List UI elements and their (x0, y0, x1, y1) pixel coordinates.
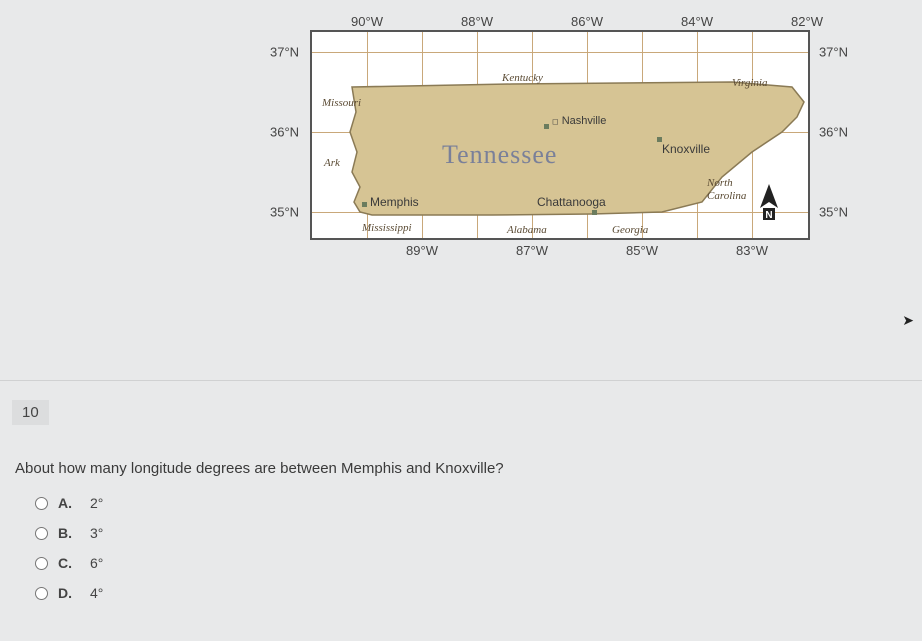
lat-left-0: 37°N (270, 45, 299, 60)
label-kentucky: Kentucky (502, 72, 543, 84)
lon-top-3: 84°W (681, 14, 713, 29)
lon-top-0: 90°W (351, 14, 383, 29)
dot-memphis (362, 202, 367, 207)
dot-nashville (544, 124, 549, 129)
choice-b[interactable]: B. 3° (35, 525, 103, 541)
map-container: 90°W 88°W 86°W 84°W 82°W 89°W 87°W 85°W … (270, 10, 850, 270)
divider (0, 380, 922, 381)
lon-top-1: 88°W (461, 14, 493, 29)
label-north: North (707, 177, 733, 189)
label-ark: Ark (324, 157, 340, 169)
radio-d[interactable] (35, 587, 48, 600)
map-frame: 90°W 88°W 86°W 84°W 82°W 89°W 87°W 85°W … (310, 30, 810, 240)
cursor-icon: ➤ (902, 312, 914, 329)
tennessee-shape (312, 32, 812, 242)
choice-b-text: 3° (90, 525, 103, 541)
city-knoxville: Knoxville (662, 142, 710, 156)
choice-a-text: 2° (90, 495, 103, 511)
tennessee-title: Tennessee (442, 140, 557, 170)
question-number: 10 (12, 400, 49, 425)
lon-bot-1: 87°W (516, 243, 548, 258)
city-nashville: ◻ Nashville (552, 115, 606, 127)
lat-right-0: 37°N (819, 45, 848, 60)
lon-top-2: 86°W (571, 14, 603, 29)
choice-d-text: 4° (90, 585, 103, 601)
dot-chattanooga (592, 210, 597, 215)
label-virginia: Virginia (732, 77, 767, 89)
choice-a-letter: A. (58, 495, 76, 511)
choice-a[interactable]: A. 2° (35, 495, 103, 511)
label-alabama: Alabama (507, 224, 547, 236)
choice-c[interactable]: C. 6° (35, 555, 103, 571)
choice-c-letter: C. (58, 555, 76, 571)
label-georgia: Georgia (612, 224, 648, 236)
compass-icon: N (752, 182, 786, 226)
lat-right-2: 35°N (819, 205, 848, 220)
radio-a[interactable] (35, 497, 48, 510)
choice-c-text: 6° (90, 555, 103, 571)
radio-b[interactable] (35, 527, 48, 540)
svg-text:N: N (765, 210, 772, 221)
choice-d[interactable]: D. 4° (35, 585, 103, 601)
radio-c[interactable] (35, 557, 48, 570)
label-mississippi: Mississippi (362, 222, 412, 234)
label-carolina: Carolina (707, 190, 746, 202)
choice-d-letter: D. (58, 585, 76, 601)
lon-bot-3: 83°W (736, 243, 768, 258)
lat-left-1: 36°N (270, 125, 299, 140)
lon-bot-2: 85°W (626, 243, 658, 258)
lon-bot-0: 89°W (406, 243, 438, 258)
lat-right-1: 36°N (819, 125, 848, 140)
city-chattanooga: Chattanooga (537, 195, 606, 209)
city-memphis: Memphis (370, 195, 419, 209)
question-text: About how many longitude degrees are bet… (15, 460, 504, 477)
lat-left-2: 35°N (270, 205, 299, 220)
answer-choices: A. 2° B. 3° C. 6° D. 4° (35, 495, 103, 615)
choice-b-letter: B. (58, 525, 76, 541)
label-missouri: Missouri (322, 97, 361, 109)
lon-top-4: 82°W (791, 14, 823, 29)
